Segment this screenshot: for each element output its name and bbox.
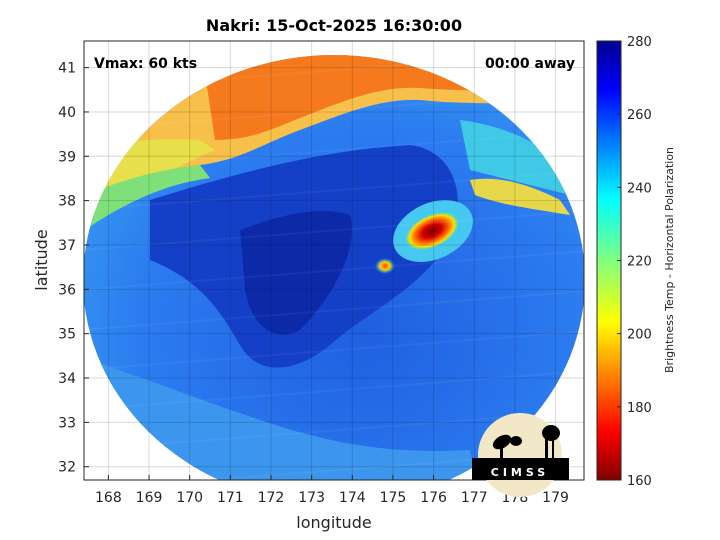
x-tick-label: 172 <box>258 490 285 506</box>
y-tick-label: 41 <box>58 61 76 77</box>
colorbar-tick-label: 260 <box>627 108 652 123</box>
y-tick-label: 34 <box>58 371 76 387</box>
y-tick-label: 38 <box>58 194 76 210</box>
x-tick-label: 170 <box>176 490 203 506</box>
cimss-logo: CIMSS <box>472 413 569 497</box>
colorbar-tick-label: 280 <box>627 35 652 50</box>
y-tick-label: 39 <box>58 149 76 165</box>
y-axis-ticks: 32 33 34 35 36 37 38 39 40 41 <box>58 61 89 476</box>
y-axis-label: latitude <box>32 229 51 290</box>
x-tick-label: 177 <box>461 490 488 506</box>
x-tick-label: 173 <box>298 490 325 506</box>
y-tick-label: 40 <box>58 105 76 121</box>
y-tick-label: 32 <box>58 460 76 476</box>
x-tick-label: 168 <box>95 490 122 506</box>
x-axis-label: longitude <box>296 513 371 532</box>
colorbar-tick-label: 160 <box>627 474 652 489</box>
x-axis-ticks: 168 169 170 171 172 173 174 175 176 177 178 179 <box>95 475 569 506</box>
x-tick-label: 179 <box>542 490 569 506</box>
colorbar-tick-label: 240 <box>627 181 652 196</box>
y-tick-label: 36 <box>58 282 76 298</box>
logo-tower-icon <box>545 438 548 460</box>
axes-frame <box>83 40 585 481</box>
colorbar: 160 180 200 220 240 260 280 Brightness Temp - … <box>596 35 676 489</box>
x-tick-label: 171 <box>217 490 244 506</box>
colorbar-tick-label: 200 <box>627 328 652 343</box>
y-tick-label: 37 <box>58 238 76 254</box>
x-tick-label: 174 <box>339 490 366 506</box>
logo-dish-icon <box>492 434 512 450</box>
x-tick-label: 176 <box>420 490 447 506</box>
colorbar-ticks: 160 180 200 220 240 260 280 <box>617 35 652 489</box>
figure-title: Nakri: 15-Oct-2025 16:30:00 <box>206 16 462 35</box>
colorbar-tick-label: 220 <box>627 255 652 270</box>
colorbar-label: Brightness Temp - Horizontal Polarizatio… <box>663 147 676 373</box>
y-tick-label: 33 <box>58 415 76 431</box>
x-tick-label: 175 <box>380 490 407 506</box>
y-tick-label: 35 <box>58 327 76 343</box>
logo-text: CIMSS <box>491 466 549 479</box>
time-away-label: 00:00 away <box>485 56 575 72</box>
x-tick-label: 169 <box>136 490 163 506</box>
colorbar-tick-label: 180 <box>627 401 652 416</box>
vmax-label: Vmax: 60 kts <box>94 56 197 72</box>
